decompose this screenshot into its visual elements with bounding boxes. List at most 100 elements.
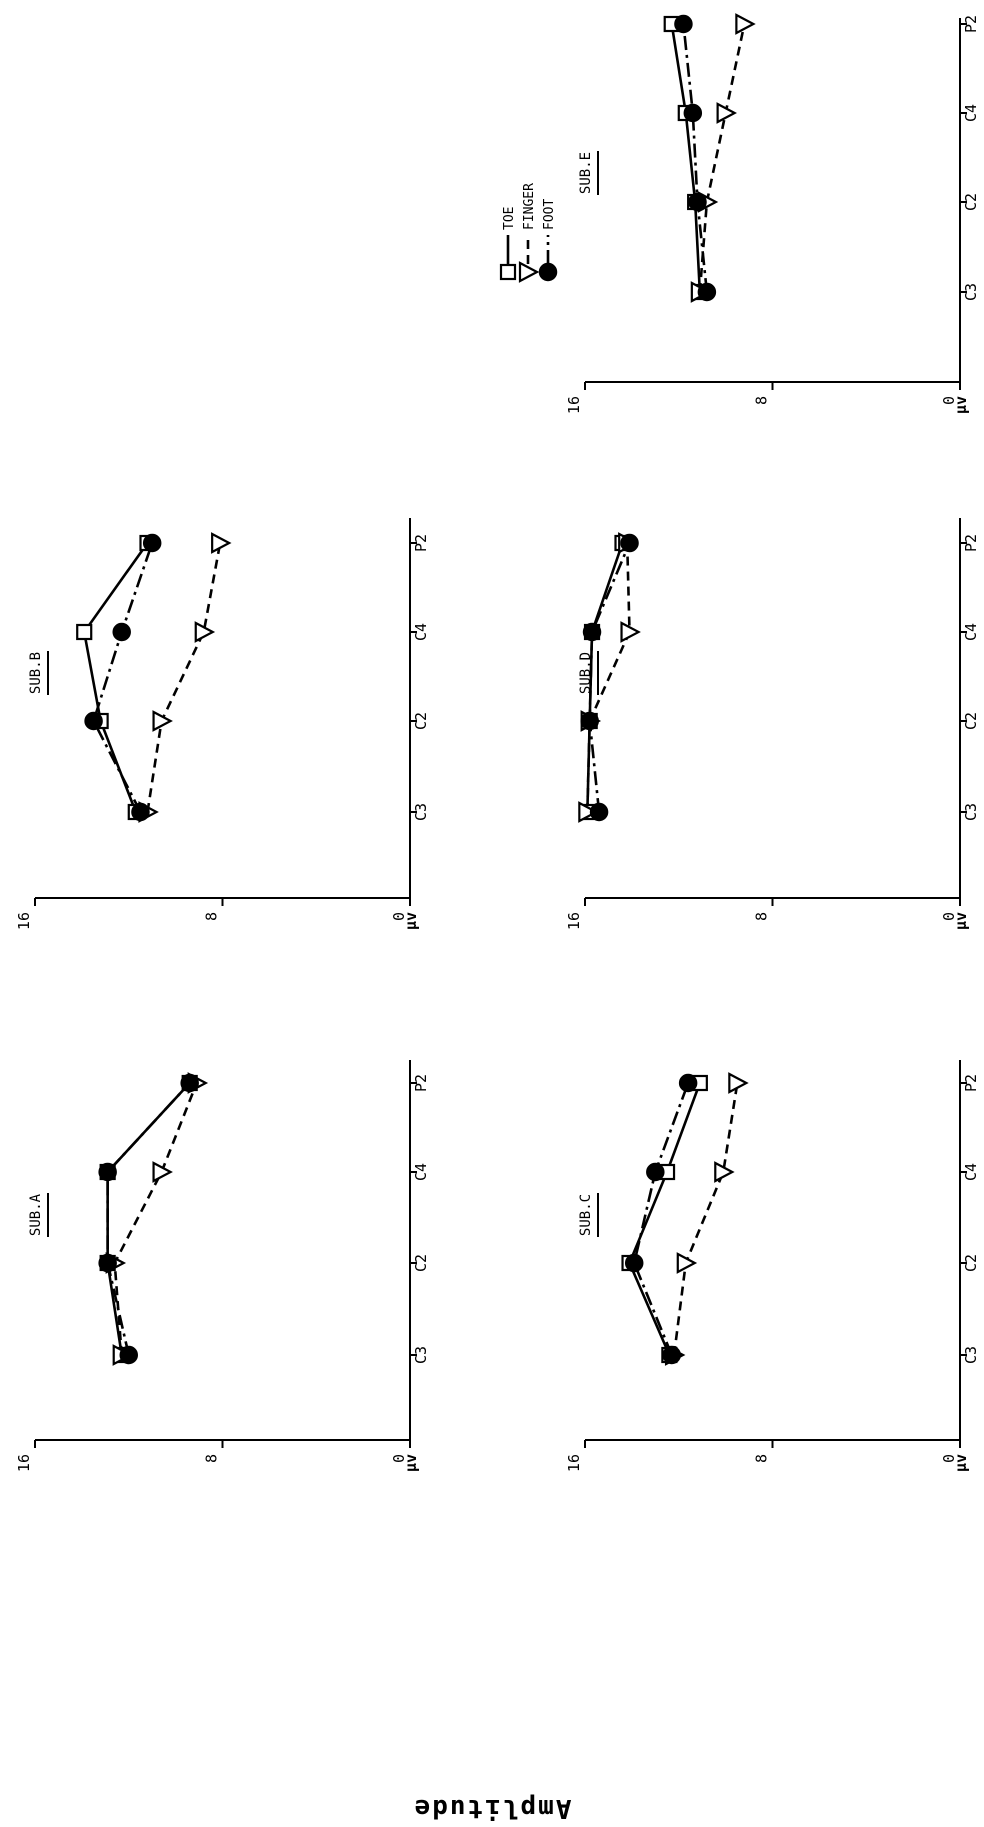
category-label: P2	[962, 534, 980, 552]
value-tick-label: 8	[753, 1454, 771, 1463]
series-line-foot	[588, 542, 631, 813]
legend-label: FINGER	[522, 183, 537, 230]
series-line-toe	[628, 1082, 702, 1356]
legend-marker-circle	[538, 262, 558, 282]
category-label: P2	[962, 1074, 980, 1092]
value-tick-label: 8	[203, 1454, 221, 1463]
point-foot	[142, 533, 162, 553]
point-foot	[624, 1253, 644, 1273]
legend-item-foot: FOOT	[538, 199, 558, 282]
point-foot	[112, 622, 131, 642]
point-finger	[578, 801, 599, 823]
value-tick-label: 16	[15, 912, 33, 930]
category-label: C3	[962, 283, 980, 301]
category-label: P2	[962, 15, 980, 33]
point-foot	[84, 711, 103, 731]
category-label: C3	[412, 803, 430, 821]
value-tick-label: 16	[565, 912, 583, 930]
category-label: P2	[412, 534, 430, 552]
panel-sub-c: 0 8 16 µv C3 C2 C4 P2 SUB.C	[565, 1060, 980, 1472]
category-label: C4	[962, 104, 980, 122]
value-tick-label: 8	[753, 912, 771, 921]
point-foot	[180, 1073, 199, 1093]
category-label: C2	[962, 1254, 980, 1272]
legend-label: FOOT	[542, 199, 557, 230]
point-finger	[152, 710, 173, 732]
category-label: C2	[412, 712, 430, 730]
panel-title: SUB.A	[28, 1193, 44, 1236]
series-line-toe	[82, 542, 149, 813]
category-label: C3	[412, 1346, 430, 1364]
panel-sub-b: 0 8 16 µv C3 C2 C4 P2 SUB.B	[15, 518, 430, 930]
value-tick-label: 8	[203, 912, 221, 921]
value-tick-label: 16	[565, 396, 583, 414]
point-finger	[716, 102, 737, 124]
value-tick-label: 16	[15, 1454, 33, 1472]
point-finger	[211, 532, 232, 554]
value-tick-label: 8	[753, 396, 771, 405]
category-label: C3	[962, 1346, 980, 1364]
series-line-finger	[698, 23, 746, 293]
series-line-foot	[632, 1082, 690, 1356]
value-tick-label: 0	[940, 1454, 958, 1463]
category-label: C4	[412, 1163, 430, 1181]
panel-title: SUB.B	[28, 652, 44, 694]
point-finger	[676, 1252, 698, 1274]
point-foot	[688, 192, 707, 212]
point-foot	[683, 103, 703, 123]
category-label: C3	[962, 803, 980, 821]
series-line-foot	[682, 23, 709, 293]
series-line-toe	[670, 23, 702, 293]
value-tick-label: 0	[940, 396, 958, 405]
legend-marker-triangle	[518, 261, 540, 283]
series-line-foot	[92, 542, 154, 813]
legend: TOE FINGER FOOT	[499, 183, 558, 283]
chart-panels: 0 8 16 µv C3 C2 C4 P2 SUB.A 0 8 16 µv C3 C2 C4 P2 SUB.B 0 8…	[15, 13, 980, 1472]
value-unit-label: µv	[952, 912, 970, 930]
category-label: C4	[962, 1163, 980, 1181]
point-foot	[697, 282, 717, 302]
panel-sub-e: 0 8 16 µv C3 C2 C4 P2 SUB.E	[565, 13, 980, 414]
series-line-finger	[586, 542, 631, 813]
value-unit-label: µv	[952, 1454, 970, 1472]
value-unit-label: µv	[402, 912, 420, 930]
legend-item-toe: TOE	[499, 207, 517, 281]
point-foot	[98, 1162, 117, 1182]
value-tick-label: 0	[940, 912, 958, 921]
legend-item-finger: FINGER	[518, 183, 540, 283]
point-foot	[678, 1073, 698, 1093]
category-label: C2	[962, 712, 980, 730]
legend-marker-square	[499, 263, 517, 281]
category-label: C4	[962, 623, 980, 641]
value-tick-label: 0	[390, 912, 408, 921]
category-label: C4	[412, 623, 430, 641]
series-line-toe	[106, 1082, 191, 1356]
point-foot	[131, 802, 150, 822]
point-finger	[620, 621, 641, 643]
point-finger	[194, 621, 216, 643]
point-toe	[76, 623, 93, 641]
point-foot	[589, 802, 609, 822]
legend-label: TOE	[502, 207, 517, 230]
value-tick-label: 0	[390, 1454, 408, 1463]
point-foot	[662, 1345, 681, 1365]
series-line-foot	[106, 1082, 191, 1356]
panel-sub-a: 0 8 16 µv C3 C2 C4 P2 SUB.A	[15, 1060, 430, 1472]
series-line-finger	[146, 542, 222, 813]
category-label: P2	[412, 1074, 430, 1092]
point-finger	[735, 13, 756, 35]
value-unit-label: µv	[402, 1454, 420, 1472]
point-foot	[582, 622, 602, 642]
point-finger	[714, 1161, 735, 1183]
series-line-finger	[672, 1082, 739, 1356]
point-foot	[674, 14, 693, 34]
panel-title: SUB.C	[578, 1194, 594, 1236]
point-finger	[152, 1161, 173, 1183]
point-foot	[620, 533, 639, 553]
point-foot	[580, 711, 599, 731]
value-tick-label: 16	[565, 1454, 583, 1472]
value-unit-label: µv	[952, 396, 970, 414]
panel-title: SUB.E	[578, 152, 594, 194]
